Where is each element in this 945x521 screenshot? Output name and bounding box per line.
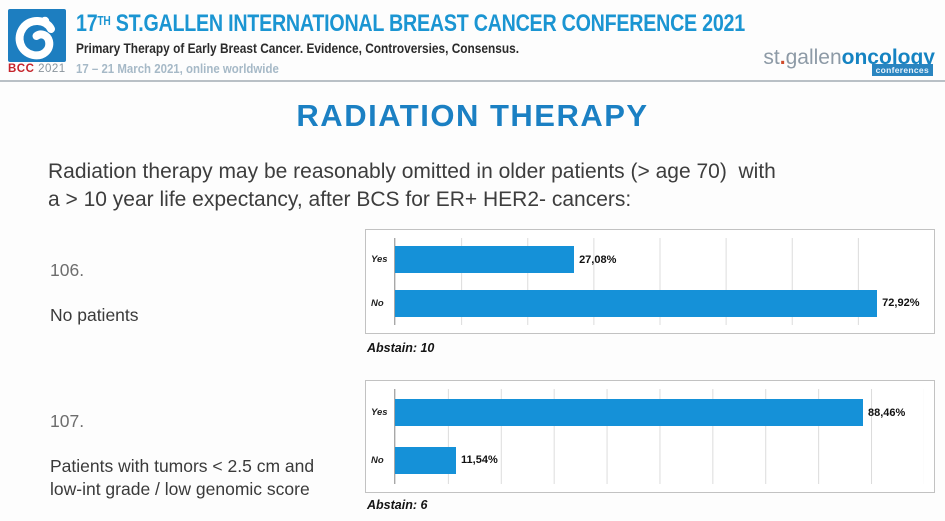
- bcc-logo-caption: BCC 2021: [8, 63, 66, 75]
- bcc-logo: BCC 2021: [8, 9, 66, 75]
- bcc-logo-icon: [8, 9, 66, 62]
- bar-category-label-yes: Yes: [371, 254, 388, 266]
- vote-bar-yes: [395, 399, 863, 427]
- conference-dates: 17 – 21 March 2021, online worldwide: [76, 61, 279, 76]
- chart-plot-area: 88,46% 11,54%: [394, 389, 924, 484]
- bar-row: 27,08%: [395, 238, 924, 282]
- conference-header: BCC 2021 17TH ST.GALLEN INTERNATIONAL BR…: [0, 0, 945, 82]
- breast-swirl-icon: [15, 16, 55, 60]
- bar-row: 72,92%: [395, 282, 924, 326]
- question-number: 106.: [50, 260, 85, 281]
- question-text: No patients: [50, 305, 139, 326]
- question-106-label: 106. No patients: [50, 237, 139, 349]
- conference-subtitle: Primary Therapy of Early Breast Cancer. …: [76, 41, 520, 56]
- abstain-note-106: Abstain: 10: [367, 341, 435, 355]
- conference-title-rest: ST.GALLEN INTERNATIONAL BREAST CANCER CO…: [110, 10, 745, 37]
- header-text-block: 17TH ST.GALLEN INTERNATIONAL BREAST CANC…: [76, 10, 892, 76]
- chart-category-column: Yes No: [366, 389, 394, 484]
- brand-dot: .: [779, 46, 786, 69]
- bar-value-label: 72,92%: [882, 297, 920, 310]
- bar-row: 88,46%: [395, 389, 924, 437]
- vote-chart-107: Yes No 88,46% 11,54%: [365, 380, 935, 493]
- bar-value-label: 88,46%: [867, 406, 906, 419]
- vote-bar-no: [395, 446, 457, 474]
- conference-title: 17TH ST.GALLEN INTERNATIONAL BREAST CANC…: [76, 10, 745, 38]
- chart-category-column: Yes No: [366, 238, 394, 325]
- slide-title: RADIATION THERAPY: [296, 98, 649, 133]
- abstain-note-107: Abstain: 6: [367, 498, 428, 512]
- bcc-logo-text: BCC: [8, 63, 35, 75]
- brand-oncology: oncology: [841, 46, 935, 69]
- question-statement: Radiation therapy may be reasonably omit…: [48, 160, 776, 211]
- bar-row: 11,54%: [395, 437, 924, 485]
- chart-plot-area: 27,08% 72,92%: [394, 238, 924, 325]
- bar-value-label: 27,08%: [579, 253, 617, 266]
- bar-category-label-no: No: [371, 297, 384, 309]
- bar-value-label: 11,54%: [461, 454, 498, 467]
- question-107-label: 107. Patients with tumors < 2.5 cm and l…: [50, 388, 314, 521]
- conference-title-ordinal: TH: [97, 13, 111, 28]
- vote-bar-no: [395, 289, 878, 317]
- bcc-logo-year: 2021: [38, 63, 66, 75]
- conference-title-number: 17: [76, 10, 98, 37]
- stgallen-oncology-logo: st.gallenoncology conferences: [763, 46, 935, 76]
- brand-st: st: [763, 46, 780, 69]
- bar-category-label-no: No: [371, 454, 384, 466]
- question-text: Patients with tumors < 2.5 cm and low-in…: [50, 456, 315, 499]
- brand-conferences-tag: conferences: [871, 64, 933, 76]
- vote-bar-yes: [395, 246, 575, 274]
- bar-category-label-yes: Yes: [371, 407, 388, 419]
- question-number: 107.: [50, 411, 85, 432]
- brand-gallen: gallen: [785, 46, 842, 69]
- vote-chart-106: Yes No 27,08% 72,92%: [365, 229, 935, 334]
